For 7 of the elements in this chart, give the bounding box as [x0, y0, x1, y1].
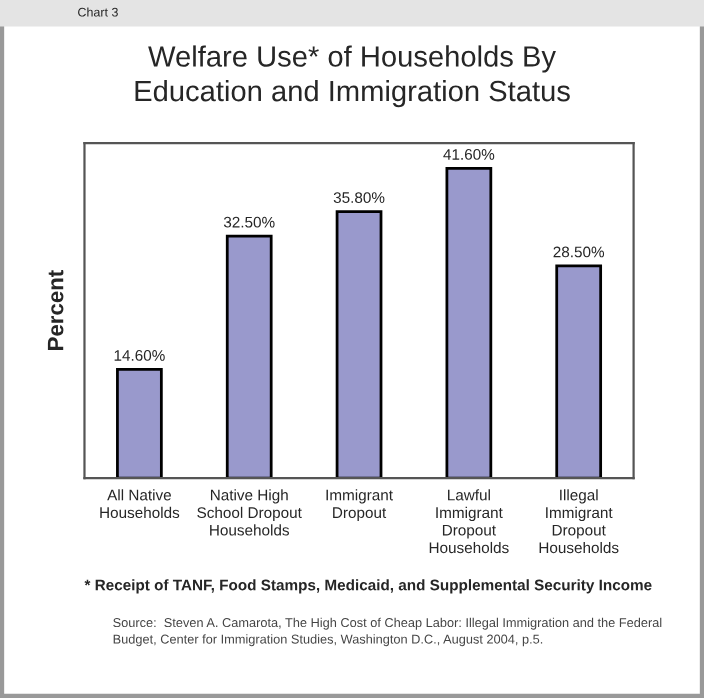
- bar: [225, 234, 273, 479]
- chart-title: Welfare Use* of Households By Education and Immigration Status: [135, 45, 570, 108]
- y-axis-title: Percent: [47, 270, 64, 350]
- bar: [116, 368, 163, 479]
- bar: [335, 210, 383, 479]
- bar: [555, 264, 603, 479]
- bar: [445, 167, 493, 479]
